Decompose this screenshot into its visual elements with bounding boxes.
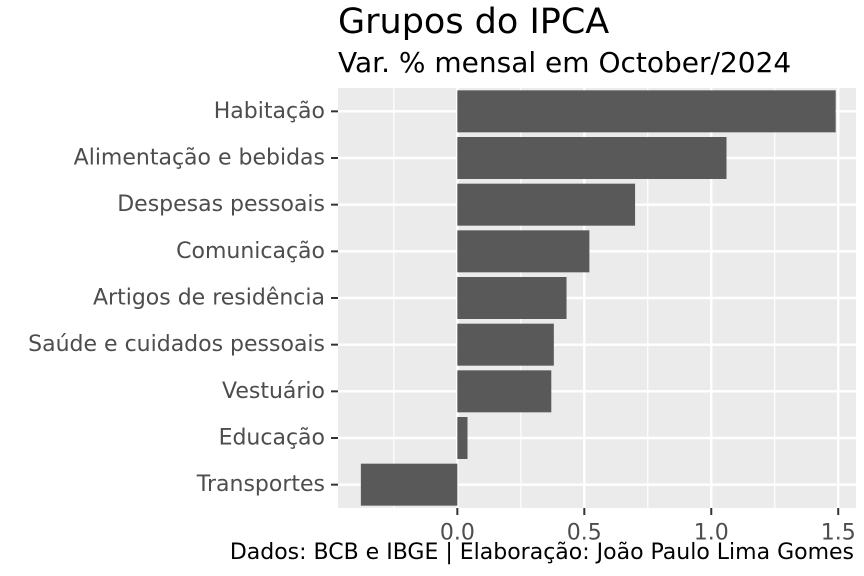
x-tick-label: 1.5 — [821, 521, 856, 546]
bar-2 — [457, 137, 727, 179]
x-tick-label: 0.5 — [567, 521, 602, 546]
bar-7 — [457, 370, 552, 413]
y-tick-label: Transportes — [196, 472, 325, 497]
bar-3 — [457, 183, 636, 226]
bar-8 — [457, 417, 468, 459]
bar-6 — [457, 323, 554, 366]
chart-caption: Dados: BCB e IBGE | Elaboração: João Pau… — [229, 540, 854, 565]
x-tick-label: 0.0 — [440, 521, 475, 546]
x-tick-label: 1.0 — [694, 521, 729, 546]
bar-9 — [360, 463, 458, 506]
chart-subtitle: Var. % mensal em October/2024 — [338, 46, 792, 79]
y-tick-label: Alimentação e bebidas — [74, 146, 325, 171]
bar-1 — [457, 90, 836, 133]
y-tick-label: Comunicação — [176, 239, 325, 264]
bar-4 — [457, 230, 590, 273]
y-tick-label: Despesas pessoais — [117, 192, 325, 217]
bar-5 — [457, 277, 567, 319]
y-tick-label: Saúde e cuidados pessoais — [28, 332, 325, 357]
y-tick-label: Vestuário — [222, 379, 325, 404]
y-tick-label: Educação — [219, 426, 325, 451]
y-tick-label: Artigos de residência — [93, 286, 325, 311]
y-tick-label: Habitação — [214, 99, 325, 124]
chart-title: Grupos do IPCA — [338, 2, 610, 42]
